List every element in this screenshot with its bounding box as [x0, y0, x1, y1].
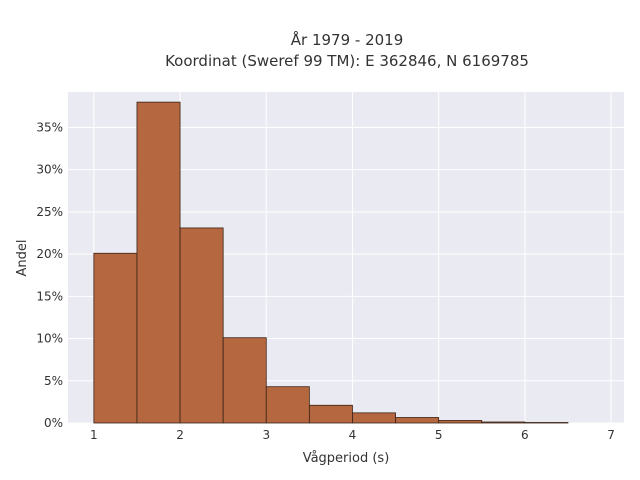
y-tick-label: 35% — [36, 120, 63, 134]
y-tick-label: 10% — [36, 332, 63, 346]
x-tick-label: 2 — [176, 428, 184, 442]
x-tick-label: 6 — [521, 428, 529, 442]
y-tick-label: 5% — [44, 374, 63, 388]
y-tick-label: 30% — [36, 163, 63, 177]
histogram-bar — [524, 422, 569, 424]
x-axis-label: Vågperiod (s) — [303, 451, 390, 466]
x-tick-label: 5 — [435, 428, 443, 442]
histogram-bar — [136, 101, 181, 424]
histogram-bar — [352, 412, 396, 424]
bars — [93, 101, 569, 424]
y-tick-label: 0% — [44, 416, 63, 430]
histogram-bar — [222, 337, 267, 424]
histogram-bar — [481, 421, 526, 424]
y-axis-label: Andel — [15, 240, 30, 277]
histogram-bar — [438, 420, 483, 424]
x-tick-label: 3 — [262, 428, 270, 442]
histogram-bar — [265, 386, 310, 424]
histogram-bar — [179, 227, 224, 424]
histogram-bar — [308, 404, 353, 424]
x-tick-label: 7 — [607, 428, 615, 442]
chart-title-line-2: Koordinat (Sweref 99 TM): E 362846, N 61… — [165, 52, 529, 70]
x-tick-label: 4 — [349, 428, 357, 442]
y-tick-label: 15% — [36, 289, 63, 303]
histogram-bar — [93, 252, 138, 424]
y-tick-label: 20% — [36, 247, 63, 261]
x-tick-label: 1 — [90, 428, 98, 442]
histogram-bar — [395, 417, 440, 424]
chart-title-line-1: År 1979 - 2019 — [291, 30, 404, 49]
y-tick-label: 25% — [36, 205, 63, 219]
y-tick-labels: 0% 5% 10% 15% 20% 25% 30% 35% — [36, 120, 63, 430]
x-tick-labels: 1 2 3 4 5 6 7 — [90, 428, 615, 442]
